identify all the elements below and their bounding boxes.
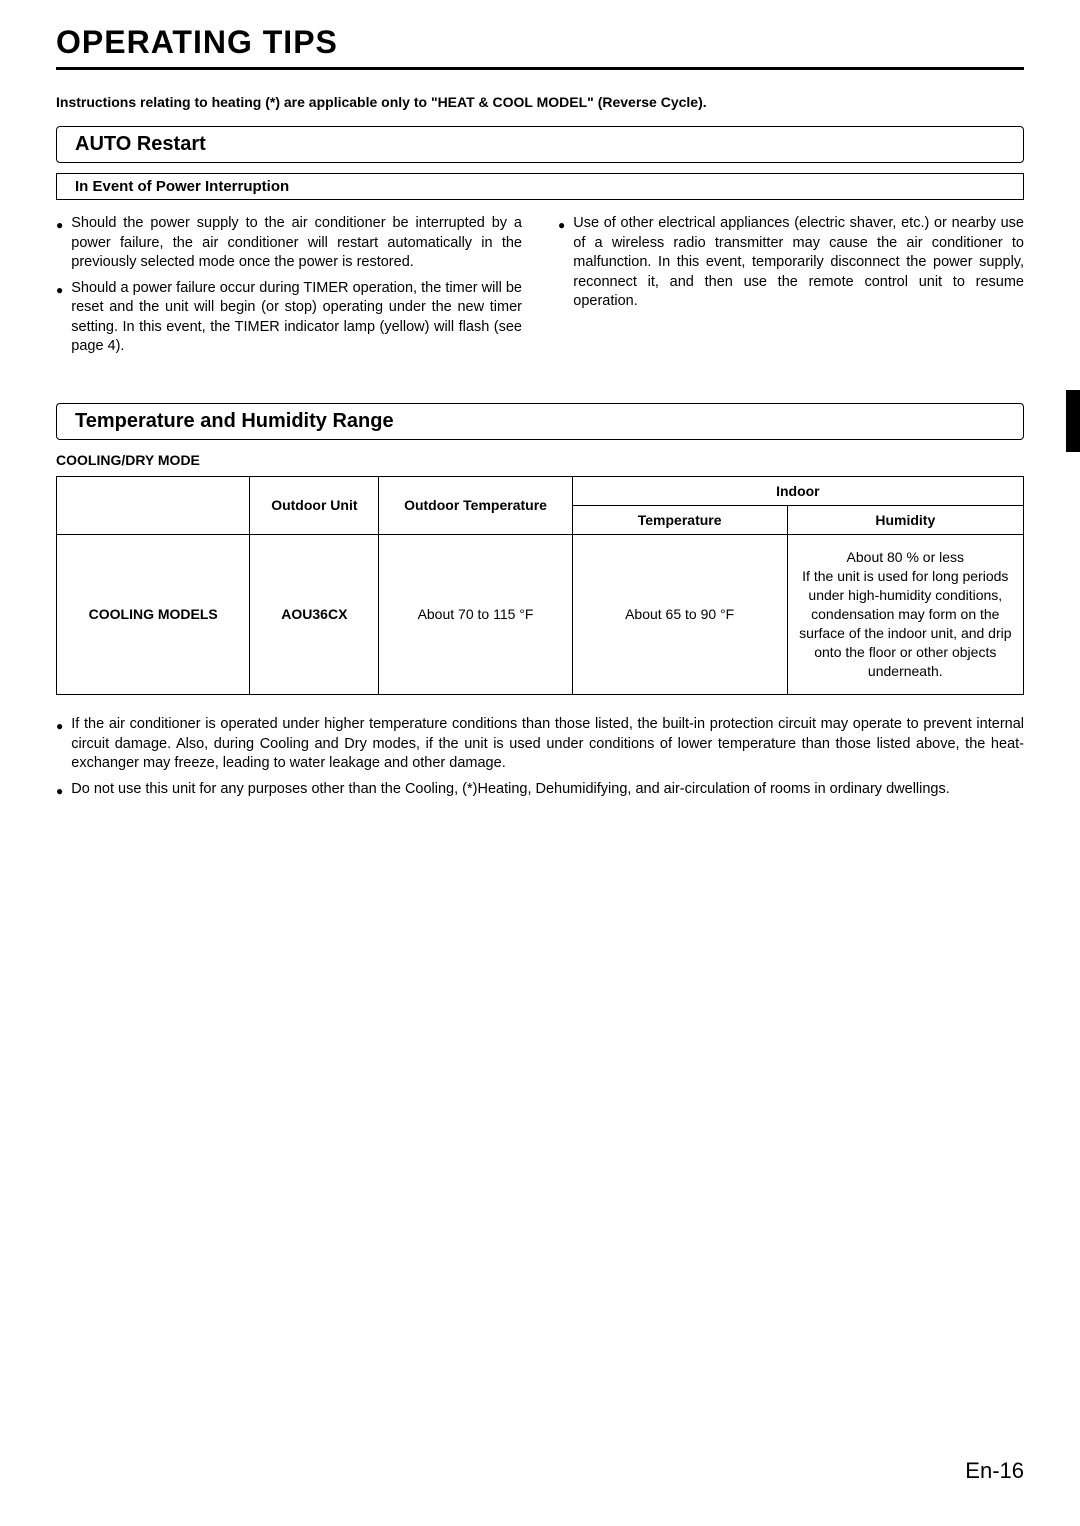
page-title: OPERATING TIPS [56, 24, 1024, 61]
th-outdoor-unit: Outdoor Unit [250, 476, 379, 534]
note-text: Do not use this unit for any purposes ot… [71, 780, 1024, 800]
td-humidity: About 80 % or less If the unit is used f… [787, 534, 1023, 694]
bullet-icon: ● [56, 718, 63, 734]
td-unit: AOU36CX [250, 534, 379, 694]
cooling-dry-mode-label: COOLING/DRY MODE [56, 452, 1024, 468]
notes-list: ● If the air conditioner is operated und… [56, 715, 1024, 799]
auto-restart-columns: ● Should the power supply to the air con… [56, 214, 1024, 363]
th-outdoor-temp: Outdoor Temperature [379, 476, 572, 534]
list-item: ● Do not use this unit for any purposes … [56, 780, 1024, 800]
humidity-first-line: About 80 % or less [798, 548, 1013, 567]
bullet-icon: ● [56, 783, 63, 799]
auto-restart-header: AUTO Restart [75, 133, 1005, 156]
list-item: ● Use of other electrical appliances (el… [558, 214, 1024, 312]
title-rule [56, 67, 1024, 70]
right-column: ● Use of other electrical appliances (el… [558, 214, 1024, 363]
th-blank [57, 476, 250, 534]
th-indoor-temp: Temperature [572, 505, 787, 534]
power-interruption-subheader-box: In Event of Power Interruption [56, 173, 1024, 200]
td-model-label: COOLING MODELS [57, 534, 250, 694]
instructions-note: Instructions relating to heating (*) are… [56, 94, 1024, 110]
auto-restart-header-box: AUTO Restart [56, 126, 1024, 163]
range-table: Outdoor Unit Outdoor Temperature Indoor … [56, 476, 1024, 695]
temp-humidity-header: Temperature and Humidity Range [75, 410, 1005, 433]
page-number: En-16 [965, 1458, 1024, 1484]
table-body: COOLING MODELS AOU36CX About 70 to 115 °… [57, 534, 1024, 694]
side-tab [1066, 390, 1080, 452]
table-row: Outdoor Unit Outdoor Temperature Indoor [57, 476, 1024, 505]
table-row: COOLING MODELS AOU36CX About 70 to 115 °… [57, 534, 1024, 694]
th-indoor-humidity: Humidity [787, 505, 1023, 534]
list-item: ● If the air conditioner is operated und… [56, 715, 1024, 774]
note-text: If the air conditioner is operated under… [71, 715, 1024, 774]
td-outdoor-temp: About 70 to 115 °F [379, 534, 572, 694]
humidity-body: If the unit is used for long periods und… [799, 568, 1011, 678]
left-column: ● Should the power supply to the air con… [56, 214, 522, 363]
th-indoor: Indoor [572, 476, 1023, 505]
bullet-text: Should a power failure occur during TIME… [71, 279, 522, 357]
list-item: ● Should the power supply to the air con… [56, 214, 522, 273]
td-indoor-temp: About 65 to 90 °F [572, 534, 787, 694]
bullet-text: Should the power supply to the air condi… [71, 214, 522, 273]
bullet-icon: ● [558, 217, 565, 233]
list-item: ● Should a power failure occur during TI… [56, 279, 522, 357]
bullet-text: Use of other electrical appliances (elec… [573, 214, 1024, 312]
right-bullet-list: ● Use of other electrical appliances (el… [558, 214, 1024, 312]
bullet-icon: ● [56, 282, 63, 298]
left-bullet-list: ● Should the power supply to the air con… [56, 214, 522, 357]
table-header: Outdoor Unit Outdoor Temperature Indoor … [57, 476, 1024, 534]
temp-humidity-header-box: Temperature and Humidity Range [56, 403, 1024, 440]
power-interruption-subheader: In Event of Power Interruption [75, 178, 1005, 195]
bullet-icon: ● [56, 217, 63, 233]
